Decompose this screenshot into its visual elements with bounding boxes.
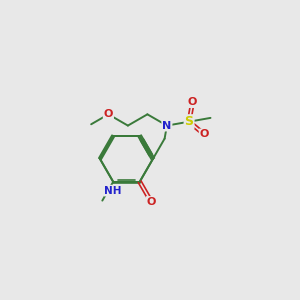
Text: NH: NH bbox=[104, 186, 122, 196]
Text: O: O bbox=[200, 130, 209, 140]
Text: S: S bbox=[184, 115, 194, 128]
Text: O: O bbox=[104, 109, 113, 119]
Text: N: N bbox=[162, 121, 172, 130]
Text: O: O bbox=[147, 197, 156, 207]
Text: O: O bbox=[188, 97, 197, 107]
